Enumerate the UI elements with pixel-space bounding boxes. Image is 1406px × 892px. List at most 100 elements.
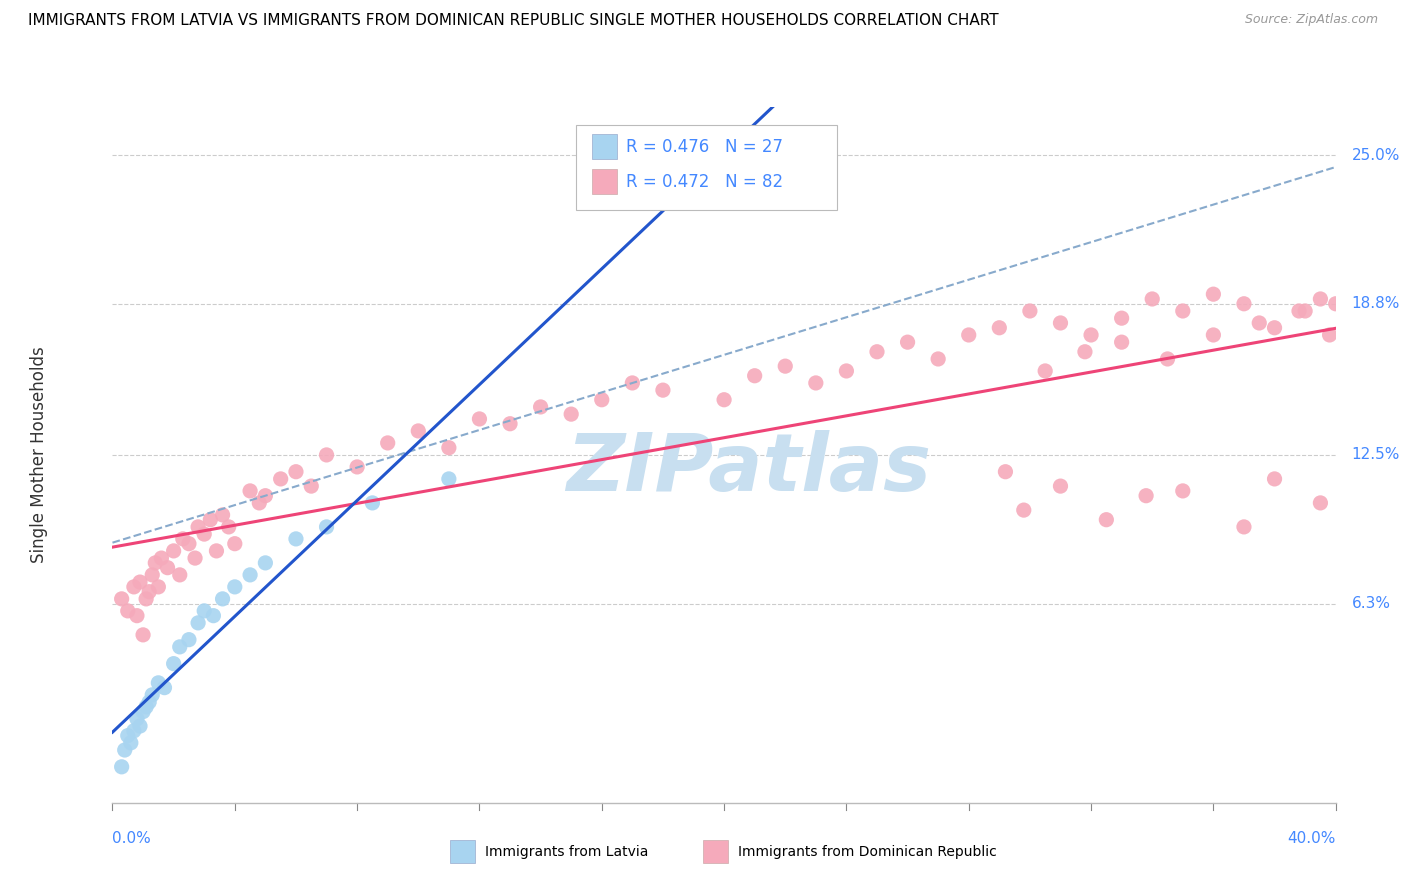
Point <box>1095 513 1118 527</box>
Text: Source: ZipAtlas.com: Source: ZipAtlas.com <box>1244 13 1378 27</box>
Point <box>346 459 368 474</box>
Point <box>153 681 176 695</box>
Point <box>184 551 207 566</box>
Text: Single Mother Households: Single Mother Households <box>30 347 48 563</box>
Point <box>138 695 160 709</box>
Point <box>224 580 246 594</box>
Point <box>132 705 155 719</box>
Point <box>1171 483 1194 498</box>
Point <box>1202 328 1225 343</box>
Point <box>1264 472 1286 486</box>
Point <box>132 628 155 642</box>
Point <box>135 591 157 606</box>
Point <box>211 508 233 522</box>
Point <box>1171 304 1194 318</box>
Point <box>775 359 797 373</box>
Point <box>1142 292 1164 306</box>
Text: 18.8%: 18.8% <box>1351 296 1400 311</box>
Point <box>1049 479 1071 493</box>
Point <box>437 441 460 455</box>
Point <box>408 424 430 438</box>
Point <box>468 412 491 426</box>
Point <box>148 580 170 594</box>
Point <box>200 513 222 527</box>
Point <box>530 400 553 414</box>
Point <box>1080 328 1102 343</box>
Point <box>1288 304 1310 318</box>
Point <box>1012 503 1035 517</box>
Point <box>652 383 675 397</box>
Text: ZIPatlas: ZIPatlas <box>567 430 931 508</box>
Point <box>988 320 1011 334</box>
Point <box>591 392 613 407</box>
Point <box>621 376 644 390</box>
Point <box>211 591 233 606</box>
Point <box>1319 328 1341 343</box>
Point <box>163 657 186 671</box>
Point <box>1049 316 1071 330</box>
Point <box>141 688 163 702</box>
Point <box>169 640 191 654</box>
Text: R = 0.476   N = 27: R = 0.476 N = 27 <box>626 138 783 156</box>
Point <box>1249 316 1271 330</box>
Point <box>143 556 166 570</box>
Point <box>1074 344 1097 359</box>
Point <box>1033 364 1056 378</box>
Point <box>169 567 191 582</box>
Point <box>122 723 145 738</box>
Point <box>284 532 308 546</box>
Point <box>125 712 148 726</box>
Point <box>129 575 152 590</box>
Point <box>299 479 322 493</box>
Text: Immigrants from Latvia: Immigrants from Latvia <box>485 845 648 859</box>
Point <box>122 580 145 594</box>
Point <box>1156 351 1178 366</box>
Point <box>1233 520 1256 534</box>
Point <box>1202 287 1225 301</box>
Text: Immigrants from Dominican Republic: Immigrants from Dominican Republic <box>738 845 997 859</box>
Point <box>1233 297 1256 311</box>
Point <box>120 736 142 750</box>
Text: 25.0%: 25.0% <box>1351 147 1400 162</box>
Point <box>560 407 582 421</box>
Point <box>1264 320 1286 334</box>
Point <box>270 472 292 486</box>
Point <box>1309 292 1331 306</box>
Point <box>866 344 889 359</box>
Point <box>117 604 139 618</box>
Point <box>1111 311 1133 326</box>
Point <box>361 496 384 510</box>
Text: 6.3%: 6.3% <box>1351 596 1391 611</box>
Point <box>744 368 766 383</box>
Point <box>193 604 215 618</box>
Point <box>117 729 139 743</box>
Point <box>957 328 980 343</box>
Text: 0.0%: 0.0% <box>112 830 152 846</box>
Point <box>1135 489 1157 503</box>
Point <box>835 364 858 378</box>
Point <box>437 472 460 486</box>
Point <box>315 520 337 534</box>
Point <box>202 608 225 623</box>
Point <box>138 584 160 599</box>
Point <box>1309 496 1331 510</box>
Point <box>377 436 399 450</box>
Point <box>499 417 522 431</box>
Point <box>254 556 277 570</box>
Point <box>129 719 152 733</box>
Point <box>114 743 136 757</box>
Text: R = 0.472   N = 82: R = 0.472 N = 82 <box>626 173 783 191</box>
Text: 12.5%: 12.5% <box>1351 448 1400 462</box>
Point <box>254 489 277 503</box>
Point <box>239 567 262 582</box>
Point <box>1018 304 1040 318</box>
Point <box>172 532 194 546</box>
Point <box>315 448 337 462</box>
Point <box>218 520 240 534</box>
Point <box>1294 304 1316 318</box>
Point <box>224 537 246 551</box>
Point <box>239 483 262 498</box>
Text: 40.0%: 40.0% <box>1288 830 1336 846</box>
Point <box>205 544 228 558</box>
Point <box>927 351 949 366</box>
